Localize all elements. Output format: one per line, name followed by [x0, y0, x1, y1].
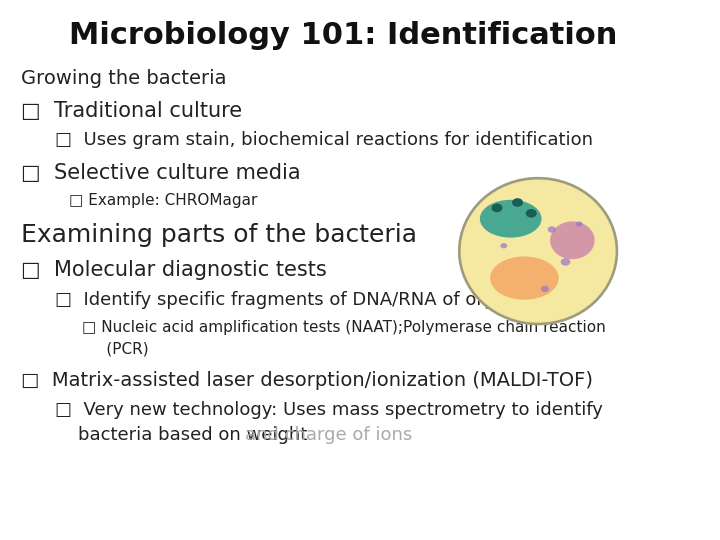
- Ellipse shape: [459, 178, 617, 324]
- Circle shape: [561, 258, 570, 266]
- Ellipse shape: [490, 256, 559, 300]
- Text: □ Nucleic acid amplification tests (NAAT);Polymerase chain reaction: □ Nucleic acid amplification tests (NAAT…: [82, 320, 606, 335]
- Text: Examining parts of the bacteria: Examining parts of the bacteria: [21, 223, 417, 247]
- Text: (PCR): (PCR): [82, 342, 149, 357]
- Text: Microbiology 101: Identification: Microbiology 101: Identification: [68, 21, 617, 50]
- Ellipse shape: [550, 221, 595, 259]
- Text: □  Selective culture media: □ Selective culture media: [21, 163, 300, 183]
- Text: □  Very new technology: Uses mass spectrometry to identify: □ Very new technology: Uses mass spectro…: [55, 401, 603, 420]
- Ellipse shape: [480, 200, 541, 238]
- Circle shape: [500, 243, 508, 248]
- Circle shape: [526, 209, 536, 218]
- Circle shape: [512, 198, 523, 207]
- Text: □  Matrix-assisted laser desorption/ionization (MALDI-TOF): □ Matrix-assisted laser desorption/ioniz…: [21, 371, 593, 390]
- Circle shape: [541, 286, 549, 292]
- Text: Growing the bacteria: Growing the bacteria: [21, 69, 226, 88]
- Circle shape: [548, 226, 556, 233]
- Text: □  Molecular diagnostic tests: □ Molecular diagnostic tests: [21, 260, 326, 280]
- Text: □  Uses gram stain, biochemical reactions for identification: □ Uses gram stain, biochemical reactions…: [55, 131, 593, 150]
- Circle shape: [576, 221, 582, 227]
- Circle shape: [492, 204, 503, 212]
- Text: and charge of ions: and charge of ions: [246, 426, 413, 444]
- Text: □  Identify specific fragments of DNA/RNA of organisms: □ Identify specific fragments of DNA/RNA…: [55, 291, 559, 309]
- Text: □ Example: CHROMagar: □ Example: CHROMagar: [68, 193, 257, 208]
- Text: □  Traditional culture: □ Traditional culture: [21, 100, 242, 121]
- Text: bacteria based on weight: bacteria based on weight: [55, 426, 312, 444]
